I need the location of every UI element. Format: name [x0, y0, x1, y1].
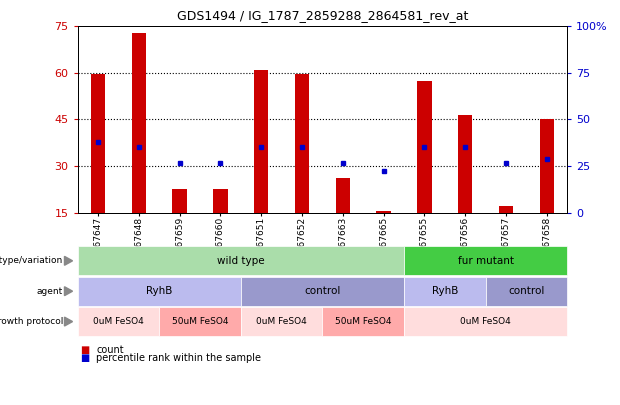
- Bar: [540, 119, 554, 213]
- Text: ■: ■: [81, 345, 90, 355]
- Bar: [131, 32, 146, 213]
- Text: 0uM FeSO4: 0uM FeSO4: [93, 317, 144, 326]
- Bar: [91, 75, 105, 213]
- Bar: [458, 115, 472, 213]
- Text: wild type: wild type: [217, 256, 265, 266]
- Text: RyhB: RyhB: [432, 286, 458, 296]
- Bar: [254, 70, 268, 213]
- Text: 50uM FeSO4: 50uM FeSO4: [172, 317, 228, 326]
- Text: fur mutant: fur mutant: [458, 256, 513, 266]
- Bar: [213, 190, 228, 213]
- Text: 0uM FeSO4: 0uM FeSO4: [460, 317, 511, 326]
- Bar: [172, 190, 187, 213]
- Text: count: count: [96, 345, 124, 355]
- Bar: [499, 207, 513, 213]
- Text: growth protocol: growth protocol: [0, 317, 63, 326]
- Bar: [417, 81, 432, 213]
- Bar: [376, 211, 391, 213]
- Text: control: control: [304, 286, 340, 296]
- Text: 0uM FeSO4: 0uM FeSO4: [256, 317, 307, 326]
- Text: RyhB: RyhB: [146, 286, 172, 296]
- Text: agent: agent: [37, 287, 63, 296]
- Bar: [335, 179, 350, 213]
- Text: 50uM FeSO4: 50uM FeSO4: [335, 317, 391, 326]
- Title: GDS1494 / IG_1787_2859288_2864581_rev_at: GDS1494 / IG_1787_2859288_2864581_rev_at: [177, 9, 468, 22]
- Text: genotype/variation: genotype/variation: [0, 256, 63, 265]
- Bar: [295, 75, 309, 213]
- Text: ■: ■: [81, 354, 90, 363]
- Text: percentile rank within the sample: percentile rank within the sample: [96, 354, 261, 363]
- Text: control: control: [508, 286, 545, 296]
